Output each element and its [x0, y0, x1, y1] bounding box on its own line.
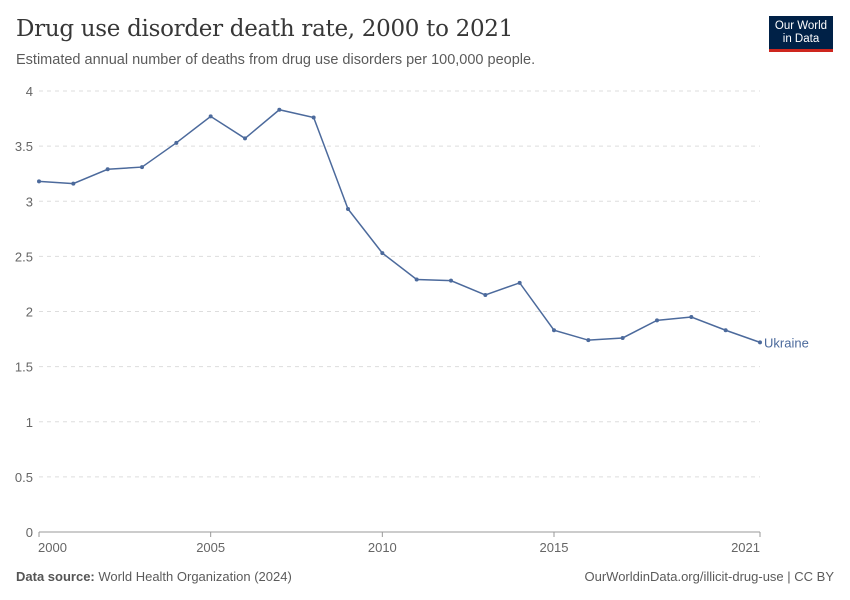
- data-point: [449, 278, 453, 283]
- x-tick-label: 2021: [731, 540, 760, 555]
- data-point: [414, 277, 419, 282]
- x-tick-label: 2015: [540, 540, 569, 555]
- data-point: [380, 251, 385, 256]
- source-link[interactable]: OurWorldinData.org/illicit-drug-use | CC…: [584, 569, 835, 584]
- data-point: [689, 315, 694, 320]
- data-point: [655, 318, 659, 323]
- series-line-ukraine: [38, 108, 761, 344]
- data-point: [620, 335, 625, 340]
- data-point: [277, 107, 282, 112]
- logo-line-2: in Data: [782, 33, 820, 45]
- source-text: World Health Organization (2024): [98, 569, 292, 584]
- logo-line-1: Our World: [774, 20, 828, 32]
- y-tick-label: 2: [26, 305, 33, 320]
- y-tick-label: 2.5: [15, 249, 33, 264]
- owid-logo[interactable]: Our World in Data: [769, 16, 833, 52]
- series-label: Ukraine: [764, 335, 809, 350]
- chart-subtitle: Estimated annual number of deaths from d…: [16, 52, 536, 68]
- data-point: [140, 165, 144, 170]
- x-tick-label: 2000: [38, 540, 67, 555]
- data-point: [517, 280, 522, 285]
- data-point: [71, 181, 76, 186]
- data-point: [208, 114, 213, 119]
- y-tick-label: 3: [26, 194, 33, 209]
- data-point: [483, 292, 488, 297]
- y-tick-label: 4: [26, 84, 33, 99]
- chart-title: Drug use disorder death rate, 2000 to 20…: [16, 16, 513, 42]
- y-tick-label: 0: [26, 525, 33, 540]
- data-point: [174, 140, 179, 145]
- data-point: [243, 136, 247, 141]
- source-label: Data source:: [16, 569, 95, 584]
- y-tick-label: 0.5: [15, 470, 33, 485]
- y-tick-label: 1.5: [15, 360, 33, 375]
- data-point: [37, 179, 41, 184]
- y-tick-label: 1: [26, 415, 33, 430]
- data-point: [346, 206, 350, 211]
- x-tick-label: 2005: [196, 540, 225, 555]
- data-source: Data source: World Health Organization (…: [16, 569, 292, 584]
- y-tick-label: 3.5: [15, 139, 33, 154]
- data-point: [105, 167, 110, 172]
- data-point: [758, 340, 762, 345]
- data-point: [586, 338, 591, 343]
- data-point: [311, 115, 316, 120]
- data-point: [552, 328, 556, 333]
- x-tick-label: 2010: [368, 540, 397, 555]
- data-point: [723, 328, 728, 333]
